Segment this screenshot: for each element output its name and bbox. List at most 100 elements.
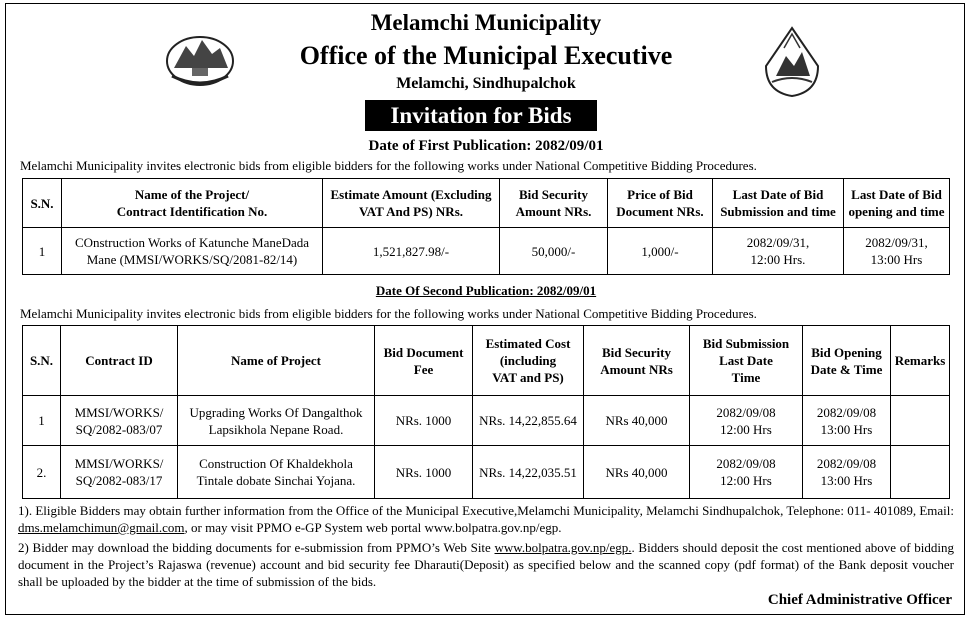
cell-line: Last Date of Bid [732,187,824,202]
cell-line: opening and time [848,204,945,219]
cell: COnstruction Works of Katunche ManeDada M… [61,227,323,275]
header-cell: S.N. [22,325,61,396]
cell: MMSI/WORKS/SQ/2082-083/17 [60,445,178,499]
note-text: 1). Eligible Bidders may obtain further … [18,503,954,518]
header-cell: Remarks [890,325,950,396]
cell-line: 2082/09/08 [816,404,877,420]
cell-line: NRs. 14,22,855.64 [479,413,577,428]
email: dms.melamchimun@gmail.com [18,520,185,535]
cell-line: Fee [413,361,434,377]
cell-line: 13:00 Hrs [820,421,873,437]
cell-line: NRs. 1000 [395,413,452,428]
cell-line: (including [499,353,557,368]
cell-line: 2082/09/08 [816,456,877,471]
cell-line: Upgrading Works Of Dangalthok [189,404,363,420]
cell-line: Bid Security [519,187,588,202]
cell-line: SQ/2082-083/17 [75,473,163,488]
cell-line: Tintale dobate Sinchai Yojana. [196,473,356,488]
header-cell: Bid Submission Last Date Time [689,325,803,396]
header-cell: Bid Security Amount NRs [583,325,690,396]
cell: NRs. 1000 [374,445,473,499]
header-cell: Contract ID [60,325,178,396]
cell-line: 2082/09/08 [716,404,776,420]
title: Melamchi Municipality [370,10,602,35]
cell-line: Document NRs. [616,204,704,219]
cell-line: Bid Submission [702,336,790,351]
cell-line: 13:00 Hrs [870,252,923,267]
cell-line: Amount NRs. [515,204,592,219]
cell: MMSI/WORKS/SQ/2082-083/07 [60,395,178,446]
cell-line: Name of Project [231,353,321,368]
cell: 2082/09/08 12:00 Hrs [689,395,803,446]
cell: NRs. 14,22,035.51 [472,445,584,499]
cell: Construction Of Khaldekhola Tintale dobat… [177,445,375,499]
cell-line: Estimate Amount (Excluding [330,187,492,202]
emblem-left [166,36,234,86]
header-cell: Bid Document Fee [374,325,473,396]
cell-line: S.N. [30,195,54,211]
cell-line: Submission and time [720,204,836,219]
cell: 2082/09/08 12:00 Hrs [689,445,803,499]
header-cell: S.N. [22,178,62,228]
cell-line: 1,000/- [641,243,679,259]
cell-line: NRs 40,000 [605,413,668,428]
cell: 50,000/- [499,227,608,275]
cell [890,395,950,446]
row: 1 COnstruction Works of Katunche ManeDada… [22,227,950,275]
cell-line: S.N. [29,353,54,368]
cell-line: 1 [38,413,45,428]
header-cell: Bid Opening Date & Time [802,325,891,396]
first-intro: Melamchi Municipality invites electronic… [20,158,757,173]
cell: NRs 40,000 [583,445,690,499]
header-row: S.N. Contract ID Name of Project Bid Docume… [22,325,950,396]
cell: 1,521,827.98/- [322,227,500,275]
second-date: Date Of Second Publication: 2082/09/01 [375,283,597,298]
cell: NRs. 14,22,855.64 [472,395,584,446]
header-row: S.N. Name of the Project/Contract Identif… [22,178,950,228]
note-text: , or may visit PPMO e-GP System web port… [184,520,562,535]
cell-line: NRs 40,000 [605,464,668,480]
header-cell: Name of Project [177,325,375,396]
cell-line: Last Date of Bid [851,187,942,202]
cell-line: Last Date [719,353,773,368]
cell-line: COnstruction Works of Katunche ManeDada [74,235,310,250]
url: www.bolpatra.gov.np/egp. [494,540,632,555]
cell-line: 2082/09/31, [865,235,928,250]
header-cell: Last Date of Bid opening and time [843,178,950,228]
cell-line: Bid Document [383,344,464,360]
location: Melamchi, Sindhupalchok [396,75,576,92]
first-date: Date of First Publication: 2082/09/01 [368,138,604,154]
cell-line: Bid Opening [811,344,882,360]
cell: 2. [22,445,61,499]
cell-line: Amount NRs [600,361,673,377]
cell-line: NRs. 1000 [395,464,452,480]
cell-line: 13:00 Hrs [820,473,873,488]
cell-line: Name of the Project/ [134,187,250,202]
second-intro: Melamchi Municipality invites electronic… [20,306,757,321]
cell-line: 1,521,827.98/- [372,243,450,259]
banner: Invitation for Bids [365,100,597,131]
cell: 2082/09/08 13:00 Hrs [802,445,891,499]
cell-line: 2082/09/31, [746,235,810,250]
cell-line: Remarks [894,353,946,368]
cell-line: 12:00 Hrs [720,473,772,488]
header-cell: Estimate Amount (Excluding VAT And PS) NR… [322,178,500,228]
cell: NRs. 1000 [374,395,473,446]
emblem-right [764,26,820,98]
note-text: . Bidders should deposit the cost mentio… [18,540,954,589]
cell-line: MMSI/WORKS/ [74,456,164,471]
cell-line: Date & Time [810,361,883,377]
cell-line: Lapsikhola Nepane Road. [208,421,344,437]
cell: NRs 40,000 [583,395,690,446]
cell-line: Estimated Cost [485,336,571,351]
cell: 1 [22,395,61,446]
cell-line: 2082/09/08 [716,456,776,471]
cell [890,445,950,499]
cell-line: 12:00 Hrs [720,421,772,437]
subtitle: Office of the Municipal Executive [299,41,673,70]
cell-line: MMSI/WORKS/ [74,404,164,420]
cell-line: 2. [36,464,47,480]
cell-line: Contract ID [85,353,153,368]
cell: 2082/09/31, 13:00 Hrs [843,227,950,275]
